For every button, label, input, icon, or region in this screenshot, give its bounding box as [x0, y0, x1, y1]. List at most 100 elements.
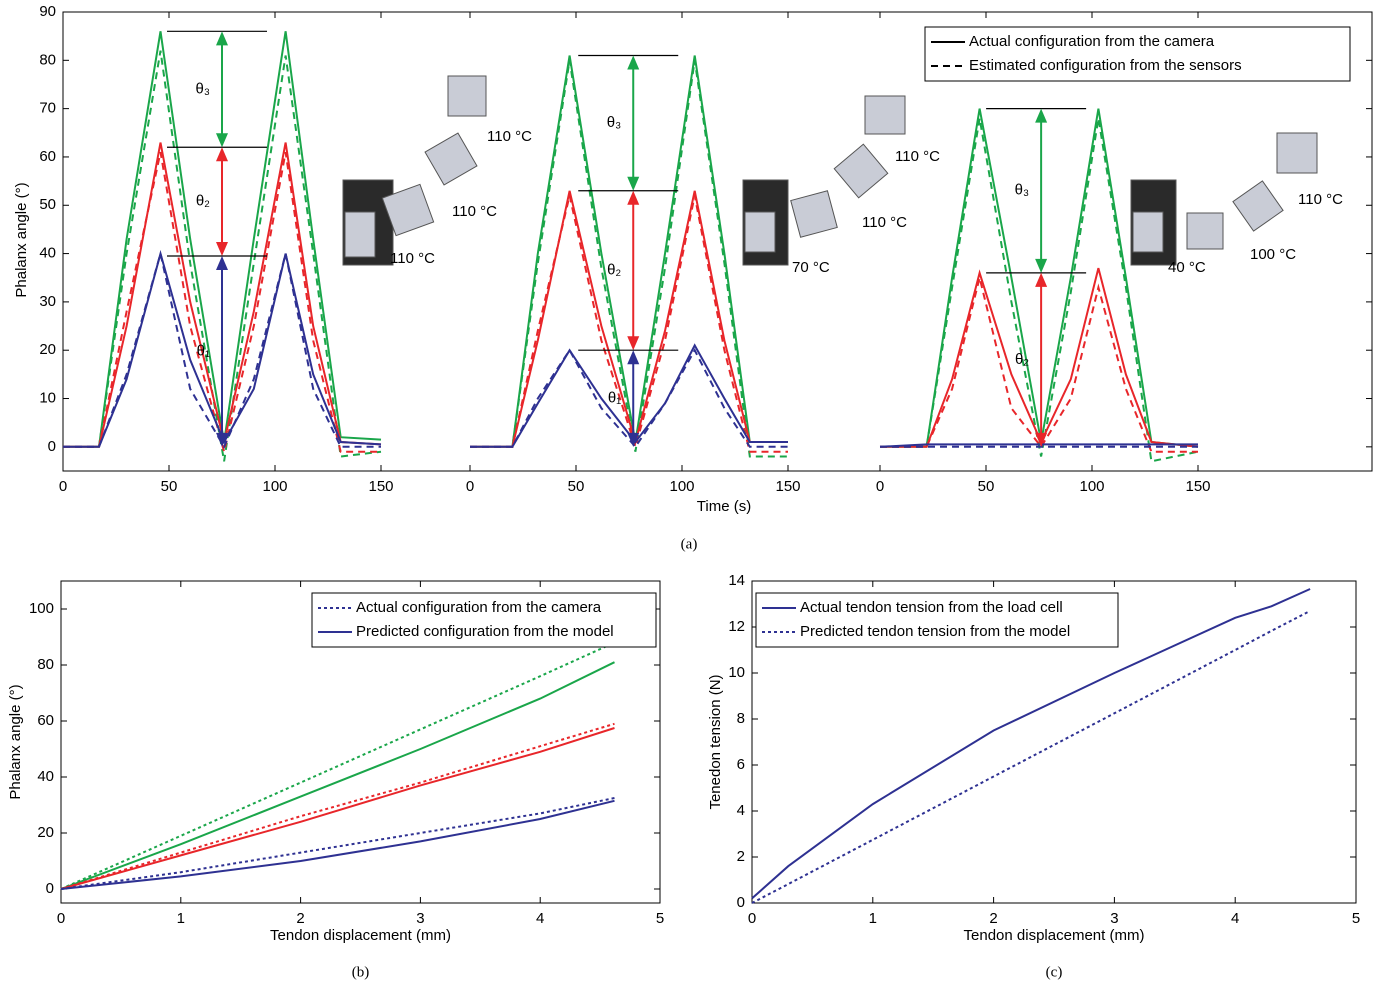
legend-label: Actual configuration from the camera — [969, 33, 1215, 50]
arrow-head — [216, 241, 228, 256]
y-tick-label: 8 — [737, 710, 745, 727]
angle-label: θ₁ — [197, 342, 210, 359]
y-tick-label: 0 — [46, 880, 54, 897]
photo — [381, 183, 435, 237]
photo — [1132, 211, 1164, 253]
temperature-label: 110 °C — [452, 203, 497, 220]
x-axis-label: Tendon displacement (mm) — [270, 927, 451, 944]
y-tick-label: 40 — [39, 245, 56, 262]
arrow-head — [216, 432, 228, 447]
x-tick-label: 0 — [748, 910, 756, 927]
y-tick-label: 20 — [39, 341, 56, 358]
x-tick-label: 3 — [1110, 910, 1118, 927]
x-tick-label: 50 — [568, 478, 585, 495]
y-tick-label: 40 — [37, 768, 54, 785]
photo — [447, 75, 487, 117]
temperature-label: 110 °C — [895, 148, 940, 165]
temperature-label: 110 °C — [862, 214, 907, 231]
angle-label: θ₂ — [607, 261, 621, 278]
series-line — [63, 50, 382, 462]
y-tick-label: 100 — [29, 600, 54, 617]
y-tick-label: 30 — [39, 293, 56, 310]
plot-frame — [60, 580, 661, 904]
series-line — [60, 641, 615, 890]
plot-frame — [62, 11, 1373, 472]
x-tick-label: 0 — [876, 478, 884, 495]
y-tick-label: 0 — [48, 438, 56, 455]
series-line — [60, 799, 615, 890]
angle-label: θ₃ — [1015, 182, 1029, 199]
x-tick-label: 4 — [1231, 910, 1239, 927]
temperature-label: 100 °C — [1250, 246, 1296, 263]
x-axis-label: Tendon displacement (mm) — [964, 927, 1145, 944]
y-tick-label: 20 — [37, 824, 54, 841]
photo — [1276, 132, 1318, 174]
y-tick-label: 2 — [737, 848, 745, 865]
series-line — [470, 55, 788, 448]
caption: (c) — [1046, 964, 1063, 980]
x-tick-label: 5 — [1352, 910, 1360, 927]
x-tick-label: 5 — [656, 910, 664, 927]
temperature-label: 40 °C — [1168, 259, 1206, 276]
arrow-head — [627, 55, 640, 70]
y-tick-label: 50 — [39, 196, 56, 213]
y-axis-label: Phalanx angle (°) — [7, 684, 24, 799]
series-line — [751, 610, 1311, 904]
temperature-label: 110 °C — [390, 250, 435, 267]
x-tick-label: 150 — [775, 478, 800, 495]
finger-photos — [342, 75, 1318, 266]
y-tick-label: 70 — [39, 100, 56, 117]
series-line — [60, 797, 615, 890]
y-tick-label: 14 — [728, 572, 745, 589]
series-line — [63, 151, 381, 453]
caption: (a) — [681, 536, 698, 552]
x-tick-label: 0 — [57, 910, 65, 927]
legend-label: Estimated configuration from the sensors — [969, 57, 1242, 74]
x-tick-label: 100 — [669, 478, 694, 495]
series-line — [63, 253, 381, 449]
series-line — [880, 267, 1199, 448]
plot-frame — [751, 580, 1357, 904]
y-axis-label: Tenedon tension (N) — [707, 674, 724, 809]
series-line — [880, 118, 1199, 463]
photo — [1232, 180, 1284, 232]
y-tick-label: 4 — [737, 802, 745, 819]
arrow-head — [627, 176, 640, 191]
arrow-head — [627, 350, 640, 365]
photo — [790, 190, 838, 238]
series-line — [880, 277, 1198, 453]
series-line — [60, 661, 615, 890]
photo — [1186, 212, 1224, 250]
y-tick-label: 60 — [37, 712, 54, 729]
arrow-head — [216, 31, 228, 46]
x-tick-label: 150 — [1185, 478, 1210, 495]
y-tick-label: 90 — [39, 3, 56, 20]
series-line — [470, 343, 788, 448]
temperature-label: 110 °C — [487, 128, 532, 145]
photo — [744, 211, 776, 253]
x-tick-label: 1 — [869, 910, 877, 927]
angle-label: θ₁ — [608, 389, 621, 406]
x-tick-label: 3 — [416, 910, 424, 927]
y-tick-label: 0 — [737, 894, 745, 911]
legend-label: Predicted tendon tension from the model — [800, 623, 1070, 640]
series-line — [60, 727, 615, 890]
arrow-head — [1035, 432, 1048, 447]
x-tick-label: 100 — [1079, 478, 1104, 495]
x-tick-label: 2 — [296, 910, 304, 927]
y-tick-label: 10 — [728, 664, 745, 681]
x-tick-label: 50 — [161, 478, 178, 495]
temperature-label: 110 °C — [1298, 191, 1343, 208]
series-line — [751, 588, 1311, 900]
angle-label: θ₂ — [1015, 351, 1029, 368]
legend-label: Actual configuration from the camera — [356, 599, 602, 616]
y-axis-label: Phalanx angle (°) — [13, 182, 30, 297]
legend-box — [311, 592, 657, 648]
series-line — [470, 348, 788, 449]
photo — [344, 211, 376, 258]
y-tick-label: 60 — [39, 148, 56, 165]
series-line — [470, 60, 788, 458]
arrow-head — [1035, 108, 1048, 123]
